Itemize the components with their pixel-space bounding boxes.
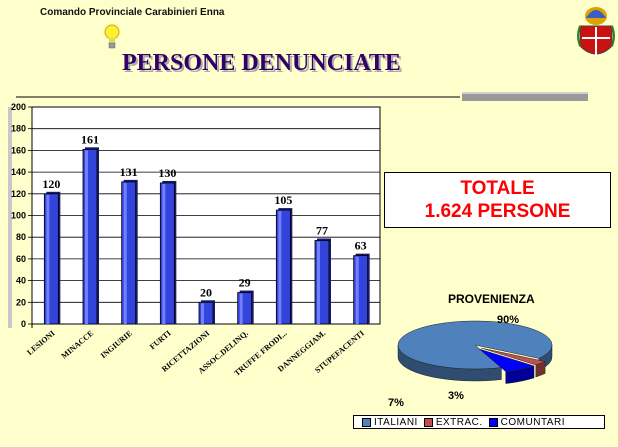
header-org-text: Comando Provinciale Carabinieri Enna (40, 7, 225, 18)
legend-swatch-extrac (423, 417, 433, 427)
x-tick-label: LESIONI (25, 329, 56, 357)
y-tick-label: 40 (16, 276, 26, 286)
pie-title: PROVENIENZA (448, 292, 535, 306)
bar-highlight (85, 150, 88, 324)
y-tick-label: 60 (16, 254, 26, 264)
bar-highlight (239, 293, 243, 324)
y-tick-label: 20 (16, 297, 26, 307)
totale-value: 1.624 PERSONE (424, 201, 571, 222)
bar-value-label: 105 (274, 193, 292, 207)
pie-label-comunitari: 7% (388, 397, 404, 409)
legend-item-comunitari: COMUNTARI (488, 416, 565, 428)
totale-box: TOTALE 1.624 PERSONE (384, 172, 611, 228)
page-title: PERSONE DENUNCIATE (122, 50, 401, 76)
y-tick-label: 160 (11, 145, 26, 155)
pie-slice-comuntari (479, 348, 535, 372)
pie-chart (397, 320, 553, 384)
totale-label: TOTALE (460, 178, 535, 199)
pie-slice-italiani (397, 320, 553, 370)
y-tick-label: 180 (11, 124, 26, 134)
y-tick-label: 140 (11, 167, 26, 177)
bar-highlight (46, 194, 50, 324)
legend-label-extrac: EXTRAC. (435, 416, 483, 428)
bar-value-label: 161 (81, 132, 99, 146)
x-tick-label: INGIURIE (99, 329, 134, 360)
y-tick-label: 200 (11, 102, 26, 112)
title-rule-bar-highlight (462, 92, 588, 94)
x-tick-label: MINACCE (60, 329, 96, 361)
legend-label-italiani: ITALIANI (374, 416, 418, 428)
x-tick-label: FURTI (148, 329, 173, 352)
pie-legend: ITALIANI EXTRAC. COMUNTARI (353, 415, 605, 429)
carabinieri-crest-icon (577, 7, 615, 56)
bar-highlight (278, 211, 282, 324)
bar-highlight (355, 256, 359, 324)
bar-highlight (317, 241, 320, 324)
bar-value-label: 63 (355, 239, 367, 253)
legend-item-italiani: ITALIANI (362, 417, 418, 428)
y-tick-label: 0 (21, 319, 26, 329)
y-tick-label: 80 (16, 232, 26, 242)
bar-value-label: 130 (158, 166, 176, 180)
legend-item-extrac: EXTRAC. (423, 416, 483, 428)
bar-value-label: 29 (239, 276, 251, 290)
lightbulb-icon (104, 24, 120, 49)
bar-value-label: 77 (316, 223, 328, 237)
y-tick-label: 120 (11, 189, 26, 199)
legend-swatch-italiani (362, 417, 371, 427)
y-tick-label: 100 (11, 211, 26, 221)
title-rule-bar (462, 92, 588, 101)
legend-label-comunitari: COMUNTARI (500, 416, 565, 428)
pie-label-italiani: 90% (497, 314, 520, 326)
bar-highlight (162, 183, 166, 324)
legend-swatch-comunitari (488, 417, 498, 427)
bar-value-label: 120 (42, 177, 60, 191)
bar-highlight (201, 303, 204, 324)
bar-highlight (123, 182, 127, 324)
axis-depth-strip (8, 107, 12, 328)
pie-slice-extrac. (481, 347, 546, 366)
bar-value-label: 20 (200, 285, 212, 299)
pie-label-extrac: 3% (448, 390, 464, 402)
bar-value-label: 131 (120, 165, 138, 179)
